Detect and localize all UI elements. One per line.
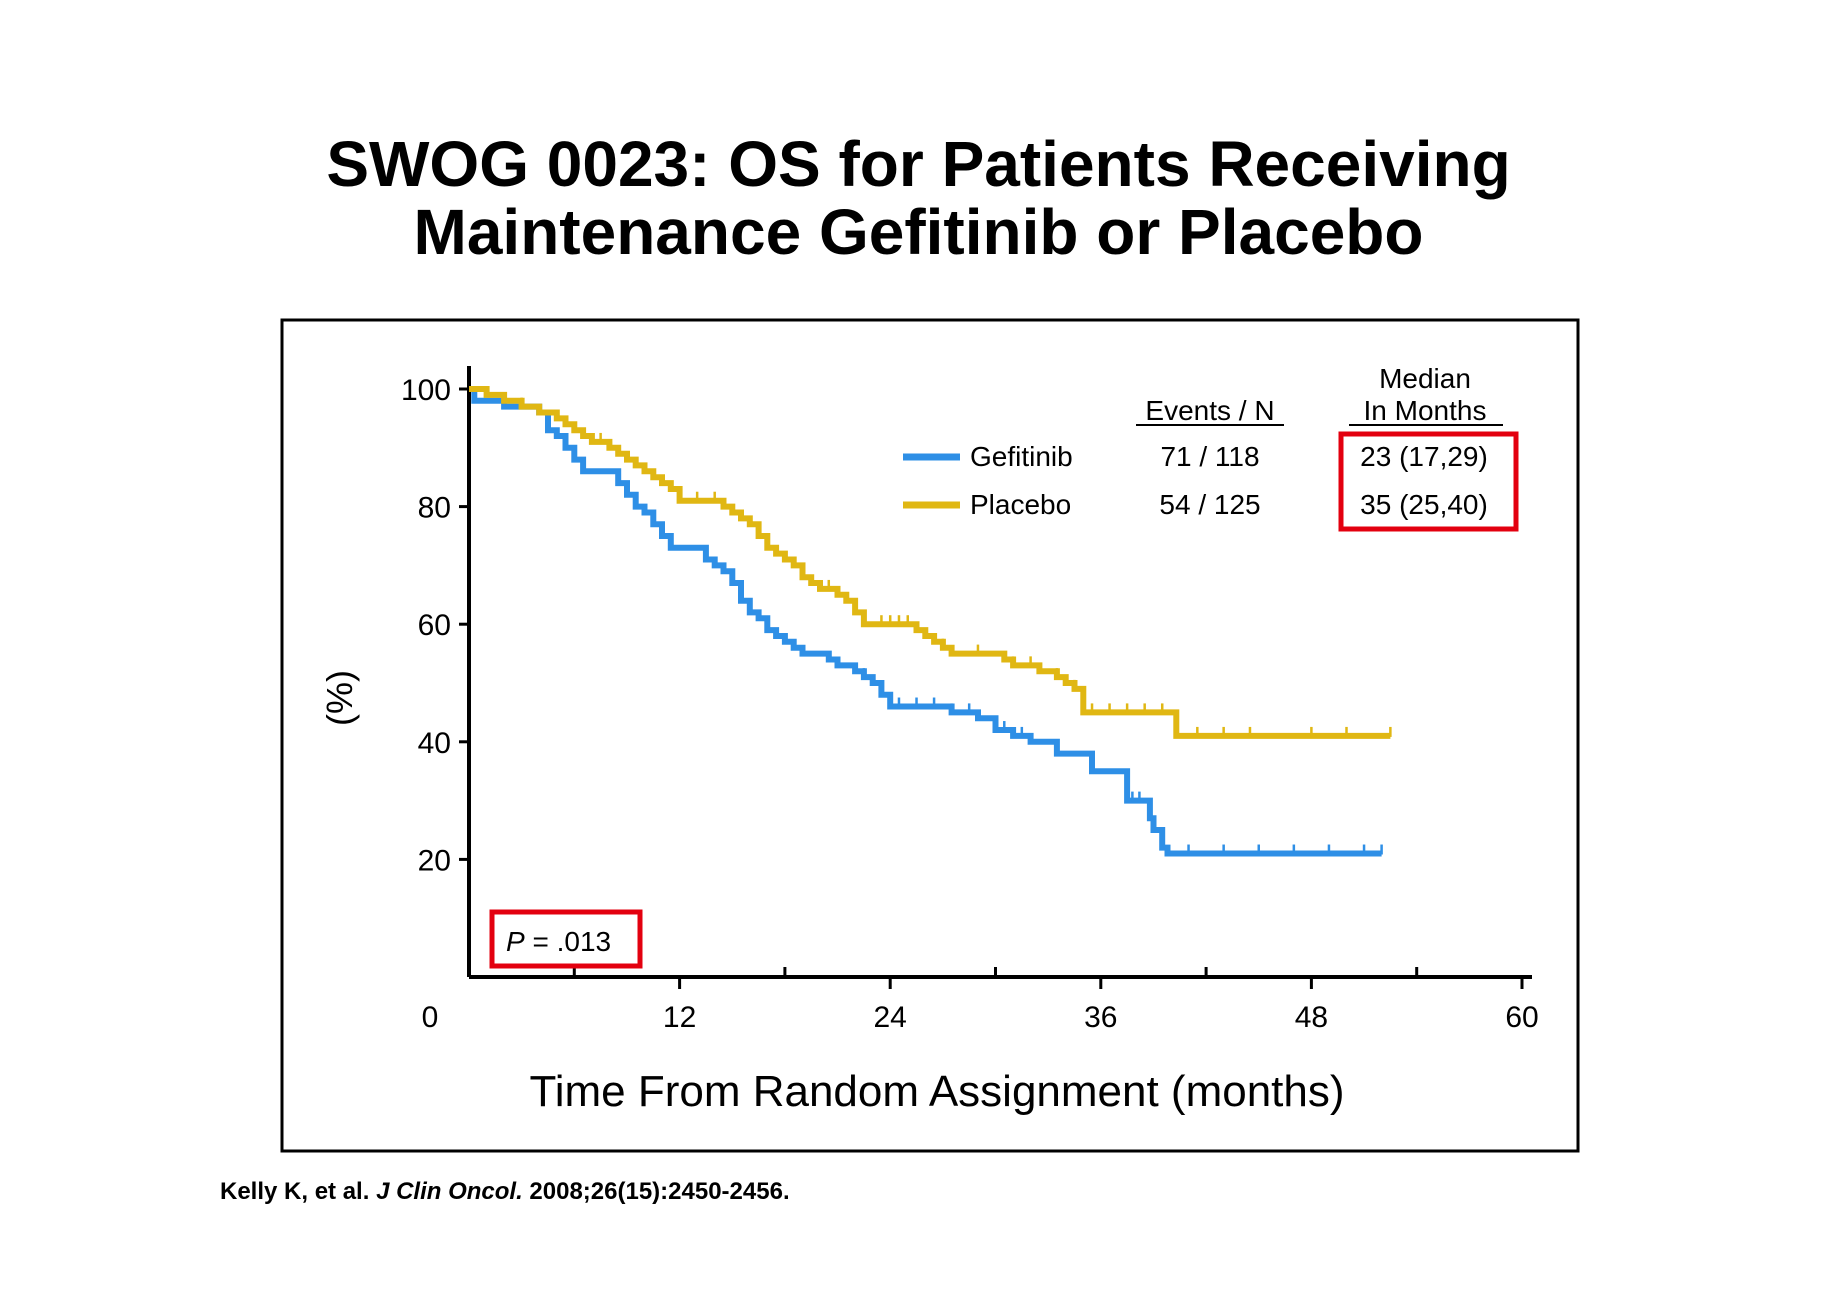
slide-title: SWOG 0023: OS for Patients Receiving Mai… <box>0 130 1837 266</box>
x-tick-label: 24 <box>874 1001 907 1034</box>
events-value-gefitinib: 71 / 118 <box>1160 441 1259 472</box>
x-tick-label: 36 <box>1084 1001 1117 1034</box>
y-axis-label: (%) <box>319 670 360 726</box>
x-axis-label: Time From Random Assignment (months) <box>529 1067 1344 1116</box>
citation-details: 2008;26(15):2450-2456. <box>522 1178 790 1205</box>
p-value-symbol: P <box>506 926 525 957</box>
legend-label-placebo: Placebo <box>970 489 1071 520</box>
y-tick-label: 20 <box>418 844 451 877</box>
y-tick-label: 100 <box>401 374 451 407</box>
p-value-number: = .013 <box>525 926 611 957</box>
x-tick-label: 0 <box>422 1001 439 1034</box>
slide-title-line-2: Maintenance Gefitinib or Placebo <box>413 196 1424 268</box>
median-highlight-box <box>1338 431 1519 532</box>
median-value-placebo: 35 (25,40) <box>1360 489 1488 520</box>
citation-authors: Kelly K, et al. <box>220 1178 377 1205</box>
p-value-text: P = .013 <box>506 926 611 957</box>
legend-table: Events / N Median In Months Gefitinib 71… <box>903 363 1519 532</box>
slide-title-line-1: SWOG 0023: OS for Patients Receiving <box>326 128 1511 200</box>
x-tick-label: 60 <box>1505 1001 1538 1034</box>
citation: Kelly K, et al. J Clin Oncol. 2008;26(15… <box>220 1178 790 1206</box>
axes: 0 12 24 36 48 60 20 40 60 80 100 <box>401 366 1539 1034</box>
events-value-placebo: 54 / 125 <box>1159 489 1260 520</box>
y-tick-label: 40 <box>418 727 451 760</box>
median-value-gefitinib: 23 (17,29) <box>1360 441 1488 472</box>
km-curve-gefitinib <box>469 386 1382 857</box>
median-column-header-line-2: In Months <box>1364 395 1487 426</box>
citation-journal: J Clin Oncol. <box>376 1178 523 1205</box>
y-tick-label: 60 <box>418 609 451 642</box>
p-value-annotation: P = .013 <box>489 909 643 969</box>
median-column-header-line-1: Median <box>1379 363 1471 394</box>
events-column-header: Events / N <box>1145 395 1274 426</box>
x-tick-label: 12 <box>663 1001 696 1034</box>
series-lines <box>469 386 1392 857</box>
y-tick-label: 80 <box>418 492 451 525</box>
legend-label-gefitinib: Gefitinib <box>970 441 1073 472</box>
p-value-highlight-box <box>489 909 643 969</box>
x-tick-label: 48 <box>1295 1001 1328 1034</box>
